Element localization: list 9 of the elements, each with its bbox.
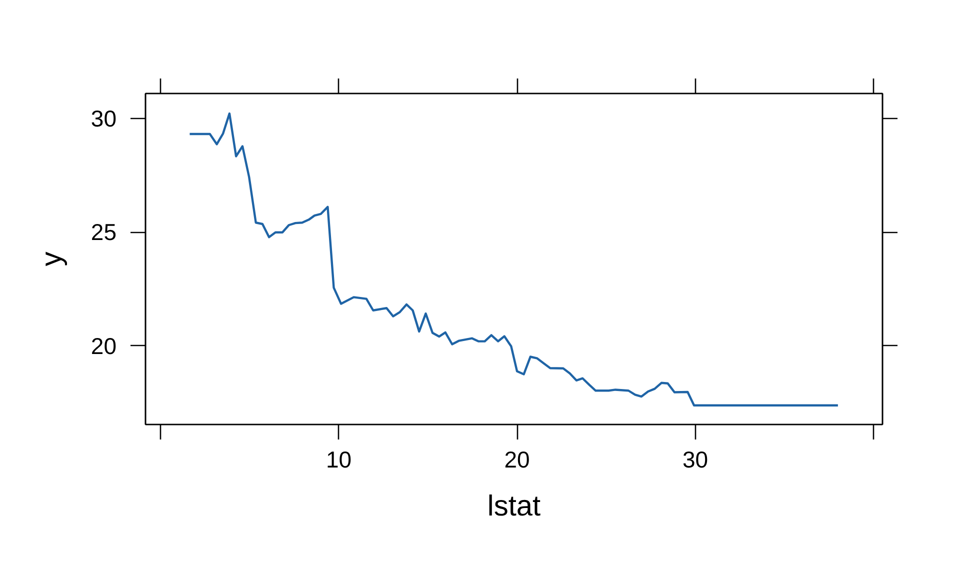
x-tick-label: 10 (326, 446, 352, 472)
y-tick-label: 25 (90, 219, 117, 246)
x-tick-label: 30 (682, 446, 708, 472)
line-series (188, 112, 840, 407)
y-tick-label: 20 (90, 332, 117, 359)
y-tick-label: 30 (90, 106, 117, 132)
x-tick-label: 20 (504, 446, 530, 472)
x-axis-title: lstat (487, 490, 541, 522)
y-axis-title: y (36, 251, 68, 266)
